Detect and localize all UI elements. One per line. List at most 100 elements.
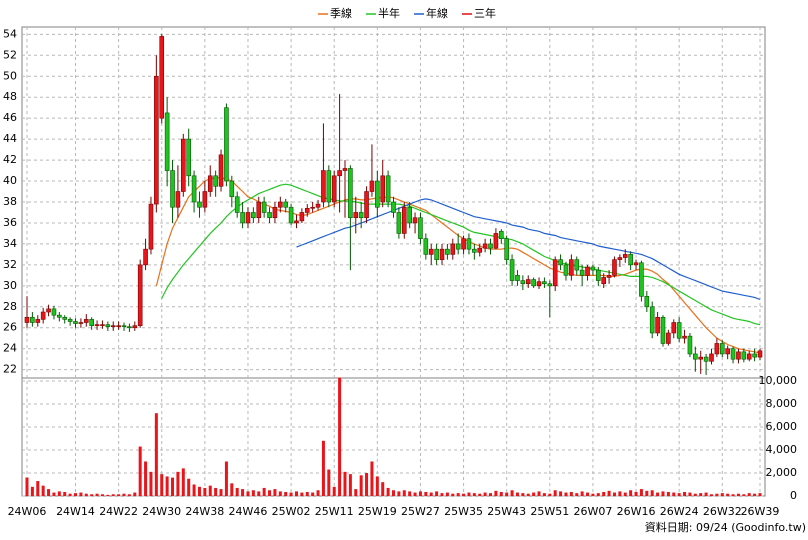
candle-body xyxy=(552,259,558,287)
volume-bar xyxy=(321,440,325,496)
candle-body xyxy=(30,316,35,323)
volume-bar xyxy=(63,491,67,496)
candle-body xyxy=(585,266,590,276)
candle-body xyxy=(525,279,531,285)
candle-body xyxy=(558,259,563,266)
volume-bar xyxy=(122,493,126,496)
volume-bar xyxy=(354,489,358,496)
volume-bar xyxy=(219,489,223,496)
volume-bar xyxy=(181,468,185,496)
volume-bar xyxy=(241,489,245,496)
x-tick-label: 25W35 xyxy=(444,505,483,518)
volume-bar xyxy=(559,491,563,496)
volume-bar xyxy=(278,491,282,496)
volume-bar xyxy=(521,493,525,496)
volume-bar xyxy=(462,493,466,496)
volume-bar xyxy=(100,494,104,496)
candle-body xyxy=(154,75,159,205)
volume-bar xyxy=(645,490,649,496)
x-tick-label: 26W39 xyxy=(741,505,780,518)
volume-bar xyxy=(192,484,196,496)
candle-body xyxy=(536,281,542,287)
candle-body xyxy=(439,248,445,260)
x-tick-label: 25W02 xyxy=(272,505,311,518)
candle-body xyxy=(207,175,213,192)
candle-body xyxy=(337,170,342,177)
candle-body xyxy=(450,243,456,255)
candle-body xyxy=(283,201,289,208)
volume-bar xyxy=(726,493,730,496)
candle-body xyxy=(644,296,650,308)
volume-bar xyxy=(666,491,670,496)
volume-bar xyxy=(634,491,638,496)
volume-bar xyxy=(165,476,169,496)
y-tick-label: 44 xyxy=(3,132,17,145)
volume-bar xyxy=(251,490,255,496)
candle-body xyxy=(294,220,299,224)
y-tick-label: 36 xyxy=(3,216,17,229)
candle-body xyxy=(455,243,461,250)
volume-bar xyxy=(230,483,234,496)
y2-tick-label: 8,000 xyxy=(766,397,798,410)
candle-body xyxy=(472,248,477,253)
candle-body xyxy=(89,319,94,326)
volume-bar xyxy=(246,491,250,496)
volume-bar xyxy=(106,494,110,496)
candle-body xyxy=(46,308,51,313)
candle-body xyxy=(132,325,138,329)
volume-bar xyxy=(483,492,487,496)
y-tick-label: 32 xyxy=(3,258,17,271)
candle-body xyxy=(666,332,671,344)
candle-body xyxy=(579,269,585,276)
volume-bar xyxy=(467,492,471,496)
candle-body xyxy=(590,266,596,271)
candle-body xyxy=(601,277,606,285)
volume-bar xyxy=(111,494,115,496)
candle-body xyxy=(703,356,709,362)
candle-body xyxy=(116,325,121,327)
volume-bar xyxy=(683,491,687,496)
y-tick-label: 54 xyxy=(3,27,17,40)
volume-bar xyxy=(435,491,439,496)
candle-body xyxy=(224,107,229,182)
y2-tick-label: 6,000 xyxy=(766,420,798,433)
volume-bar xyxy=(569,491,573,496)
candle-body xyxy=(719,343,725,355)
candle-body xyxy=(547,283,553,287)
candle-body xyxy=(304,207,310,213)
candle-body xyxy=(488,243,493,249)
candle-body xyxy=(148,203,154,250)
volume-bar xyxy=(510,490,514,496)
volume-bar xyxy=(74,493,78,496)
volume-bar xyxy=(365,473,369,496)
candle-body xyxy=(310,206,315,209)
candle-body xyxy=(261,201,267,213)
volume-bar xyxy=(677,493,681,496)
volume-bar xyxy=(753,493,757,496)
candle-body xyxy=(418,217,423,239)
x-tick-label: 24W14 xyxy=(56,505,95,518)
volume-bar xyxy=(79,492,83,496)
volume-bar xyxy=(294,491,298,496)
candle-body xyxy=(110,325,116,328)
volume-bar xyxy=(639,489,643,496)
y-tick-label: 34 xyxy=(3,237,17,250)
y-tick-label: 28 xyxy=(3,300,17,313)
volume-bar xyxy=(262,487,266,496)
y-tick-label: 22 xyxy=(3,363,17,376)
candle-body xyxy=(569,259,574,276)
candle-body xyxy=(671,322,677,334)
y-tick-label: 30 xyxy=(3,279,17,292)
volume-bar xyxy=(68,493,72,496)
volume-bar xyxy=(413,492,417,496)
legend: 季線 半年 年線 三年 xyxy=(318,6,496,20)
candle-body xyxy=(348,168,353,219)
x-tick-label: 26W24 xyxy=(660,505,699,518)
candle-body xyxy=(288,206,294,224)
volume-bar xyxy=(300,492,304,496)
volume-bar xyxy=(429,492,433,496)
volume-bar xyxy=(693,493,697,496)
candle-body xyxy=(234,196,240,213)
candle-body xyxy=(698,356,704,360)
